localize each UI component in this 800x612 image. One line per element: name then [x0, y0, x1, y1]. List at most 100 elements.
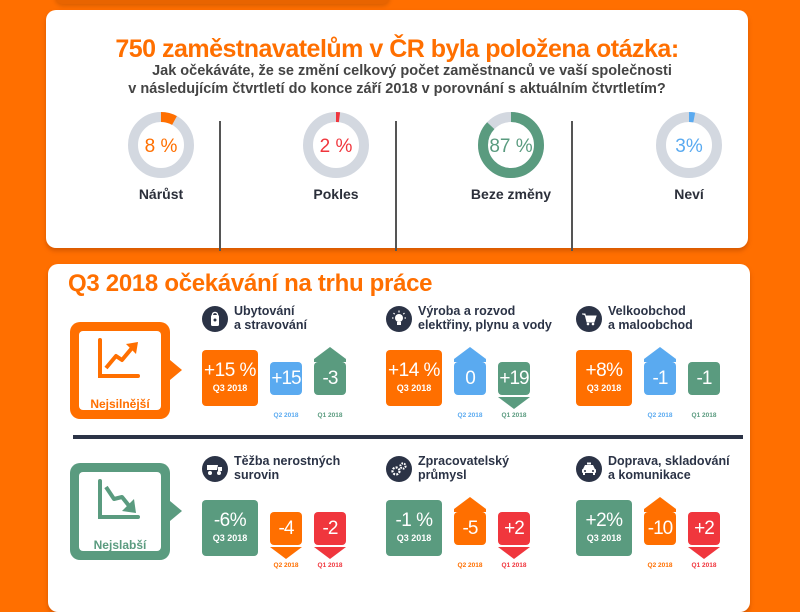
sector-name-line1: Velkoobchod [608, 304, 686, 318]
q1-label: Q1 2018 [317, 412, 343, 419]
donut-arc-decline [303, 112, 369, 178]
sector-name-line2: surovin [234, 468, 280, 482]
weakest-label: Nejslabší [93, 538, 147, 552]
q3-2018-box: +14 % Q3 2018 [386, 350, 442, 406]
q3-value: +8% [585, 360, 623, 381]
sector-name-line2: průmysl [418, 468, 467, 482]
donut-value-nochange: 87 % [489, 136, 532, 157]
answer-decline: 2 % Pokles [251, 110, 421, 220]
survey-question-line1: Jak očekáváte, že se změní celkový počet… [152, 63, 672, 79]
sector-name: Velkoobchod a maloobchod [608, 304, 768, 332]
q2-label: Q2 2018 [457, 412, 483, 419]
sector-name-line1: Doprava, skladování [608, 454, 730, 468]
divider [219, 121, 221, 251]
q1-label: Q1 2018 [317, 562, 343, 569]
arrow-down-icon [270, 547, 302, 559]
sector-name-line1: Těžba nerostných [234, 454, 341, 468]
arrow-up-bar [314, 359, 346, 362]
sector-strongest-0: Ubytování a stravování +15 % Q3 2018 +15 -3 Q2… [202, 304, 382, 419]
q3-2018-box: +8% Q3 2018 [576, 350, 632, 406]
arrow-up-icon [644, 497, 676, 509]
q2-2018-box: -1 [644, 362, 676, 395]
answer-growth: 8 % Nárůst [76, 110, 246, 220]
q3-2018-box: +2% Q3 2018 [576, 500, 632, 556]
sector-weakest-0: Těžba nerostných surovin -6% Q3 2018 -4 -2 Q2 … [202, 454, 382, 569]
donut-arc-nochange [478, 112, 544, 178]
gears-icon [386, 456, 412, 482]
outlook-card: Q3 2018 očekávání na trhu práce Nejsilně… [48, 264, 750, 612]
q2-2018-box: -10 [644, 512, 676, 545]
q3-label: Q3 2018 [586, 533, 622, 543]
divider [395, 121, 397, 251]
sector-name-line1: Ubytování [234, 304, 295, 318]
answer-label-dontknow: Neví [674, 186, 704, 202]
q2-2018-box: -5 [454, 512, 486, 545]
q1-label: Q1 2018 [501, 562, 527, 569]
q3-label: Q3 2018 [212, 383, 248, 393]
sector-weakest-2: Doprava, skladování a komunikace +2% Q3 201… [576, 454, 756, 569]
sector-name: Zpracovatelský průmysl [418, 454, 578, 482]
dump-truck-icon [202, 456, 228, 482]
trend-up-icon [98, 338, 140, 378]
arrow-up-icon [644, 347, 676, 359]
q2-label: Q2 2018 [647, 412, 673, 419]
q2-label: Q2 2018 [273, 562, 299, 569]
outlook-title: Q3 2018 očekávání na trhu práce [68, 270, 433, 297]
answer-label-decline: Pokles [313, 186, 359, 202]
q3-label: Q3 2018 [396, 533, 432, 543]
arrow-down-icon [498, 547, 530, 559]
arrow-up-bar [454, 509, 486, 512]
arrow-up-icon [454, 497, 486, 509]
sector-name: Těžba nerostných surovin [234, 454, 394, 482]
sector-strongest-2: Velkoobchod a maloobchod +8% Q3 2018 -1 -1 Q2 … [576, 304, 756, 419]
sector-strongest-1: Výroba a rozvod elektřiny, plynu a vody +1… [386, 304, 566, 419]
sector-name-line2: a maloobchod [608, 318, 693, 332]
arrow-up-bar [644, 509, 676, 512]
donut-value-growth: 8 % [145, 136, 178, 157]
q2-2018-box: -4 [270, 512, 302, 545]
q1-2018-box: +19 [498, 362, 530, 395]
q2-2018-box: 0 [454, 362, 486, 395]
divider [571, 121, 573, 251]
survey-headline: 750 zaměstnavatelům v ČR byla položena o… [115, 35, 679, 63]
door-hanger-icon [202, 306, 228, 332]
q2-label: Q2 2018 [457, 562, 483, 569]
q3-value: +15 % [204, 360, 256, 381]
survey-card: 750 zaměstnavatelům v ČR byla položena o… [46, 10, 748, 251]
q3-2018-box: -6% Q3 2018 [202, 500, 258, 556]
sector-name-line2: a komunikace [608, 468, 691, 482]
q1-2018-box: -3 [314, 362, 346, 395]
sector-weakest-1: Zpracovatelský průmysl -1 % Q3 2018 -5 +2 Q2 2… [386, 454, 566, 569]
arrow-down-icon [688, 547, 720, 559]
top-decor-left [55, 0, 390, 4]
sector-name-line1: Výroba a rozvod [418, 304, 516, 318]
weakest-badge: Nejslabší [70, 463, 182, 560]
q3-value: -6% [213, 510, 247, 531]
strongest-label: Nejsilnější [90, 397, 150, 411]
q3-value: +14 % [388, 360, 440, 381]
donut-arc-growth [128, 112, 194, 178]
answer-nochange: 87 % Beze změny [426, 110, 596, 220]
donut-value-dontknow: 3% [675, 136, 703, 157]
taxi-icon [576, 456, 602, 482]
donut-decline: 2 % [303, 112, 369, 178]
sector-name: Ubytování a stravování [234, 304, 394, 332]
lightbulb-icon [386, 306, 412, 332]
q3-label: Q3 2018 [212, 533, 248, 543]
q1-label: Q1 2018 [691, 412, 717, 419]
donut-value-decline: 2 % [320, 136, 353, 157]
arrow-down-icon [498, 397, 530, 409]
sector-name-line1: Zpracovatelský [418, 454, 510, 468]
q3-2018-box: -1 % Q3 2018 [386, 500, 442, 556]
arrow-up-icon [314, 347, 346, 359]
strongest-badge: Nejsilnější [70, 322, 182, 419]
survey-question: Jak očekáváte, že se změní celkový počet… [46, 62, 748, 98]
answer-label-growth: Nárůst [138, 186, 184, 202]
donut-growth: 8 % [128, 112, 194, 178]
arrow-up-bar [644, 359, 676, 362]
donut-dontknow: 3% [656, 112, 722, 178]
answer-label-nochange: Beze změny [470, 186, 552, 202]
q1-2018-box: +2 [688, 512, 720, 545]
q3-2018-box: +15 % Q3 2018 [202, 350, 258, 406]
arrow-down-icon [314, 547, 346, 559]
